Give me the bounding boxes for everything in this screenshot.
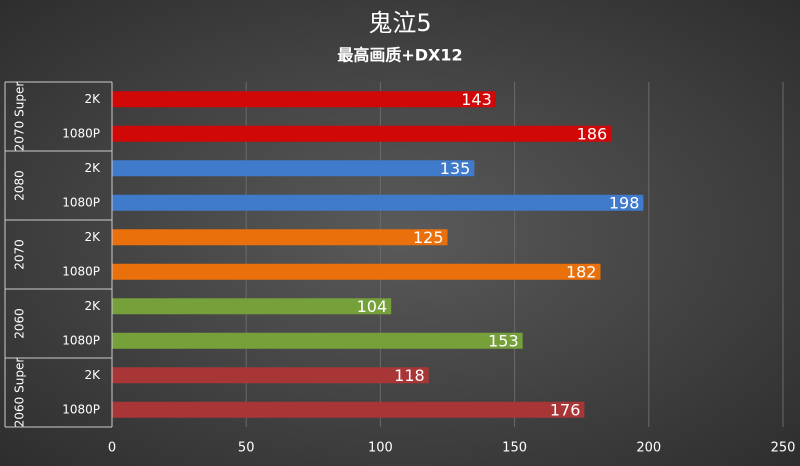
y-tick-label: 1080P bbox=[62, 126, 100, 140]
bar bbox=[112, 401, 585, 418]
x-tick-label: 100 bbox=[368, 441, 393, 456]
x-tick-label: 250 bbox=[771, 441, 796, 456]
y-tick-label: 2K bbox=[84, 230, 101, 244]
group-label: 2070 bbox=[13, 239, 27, 270]
value-label: 118 bbox=[394, 366, 425, 385]
value-label: 182 bbox=[566, 262, 597, 281]
bar bbox=[112, 229, 448, 246]
bar bbox=[112, 91, 496, 108]
x-tick-label: 0 bbox=[108, 441, 116, 456]
x-tick-label: 50 bbox=[238, 441, 255, 456]
y-tick-label: 1080P bbox=[62, 333, 100, 347]
chart-title: 鬼泣5 bbox=[368, 9, 431, 37]
bar bbox=[112, 332, 523, 349]
value-label: 143 bbox=[461, 90, 492, 109]
value-label: 186 bbox=[577, 124, 608, 143]
x-tick-label: 200 bbox=[636, 441, 661, 456]
bar bbox=[112, 194, 644, 211]
bar bbox=[112, 263, 601, 280]
value-label: 198 bbox=[609, 193, 640, 212]
x-tick-label: 150 bbox=[502, 441, 527, 456]
group-label: 2070 Super bbox=[13, 82, 27, 152]
value-label: 125 bbox=[413, 228, 444, 247]
bar bbox=[112, 367, 429, 384]
y-tick-label: 2K bbox=[84, 161, 101, 175]
y-tick-label: 1080P bbox=[62, 195, 100, 209]
bar bbox=[112, 298, 392, 315]
value-label: 176 bbox=[550, 400, 581, 419]
bar bbox=[112, 160, 475, 177]
value-label: 153 bbox=[488, 331, 519, 350]
value-label: 104 bbox=[357, 297, 388, 316]
bar bbox=[112, 125, 612, 142]
y-tick-label: 2K bbox=[84, 92, 101, 106]
y-tick-label: 1080P bbox=[62, 402, 100, 416]
y-tick-label: 2K bbox=[84, 299, 101, 313]
value-label: 135 bbox=[440, 159, 471, 178]
chart-subtitle: 最高画质+DX12 bbox=[337, 46, 462, 65]
y-tick-label: 1080P bbox=[62, 264, 100, 278]
group-label: 2060 bbox=[13, 308, 27, 339]
group-label: 2080 bbox=[13, 170, 27, 201]
group-label: 2060 Super bbox=[13, 358, 27, 428]
y-tick-label: 2K bbox=[84, 368, 101, 382]
